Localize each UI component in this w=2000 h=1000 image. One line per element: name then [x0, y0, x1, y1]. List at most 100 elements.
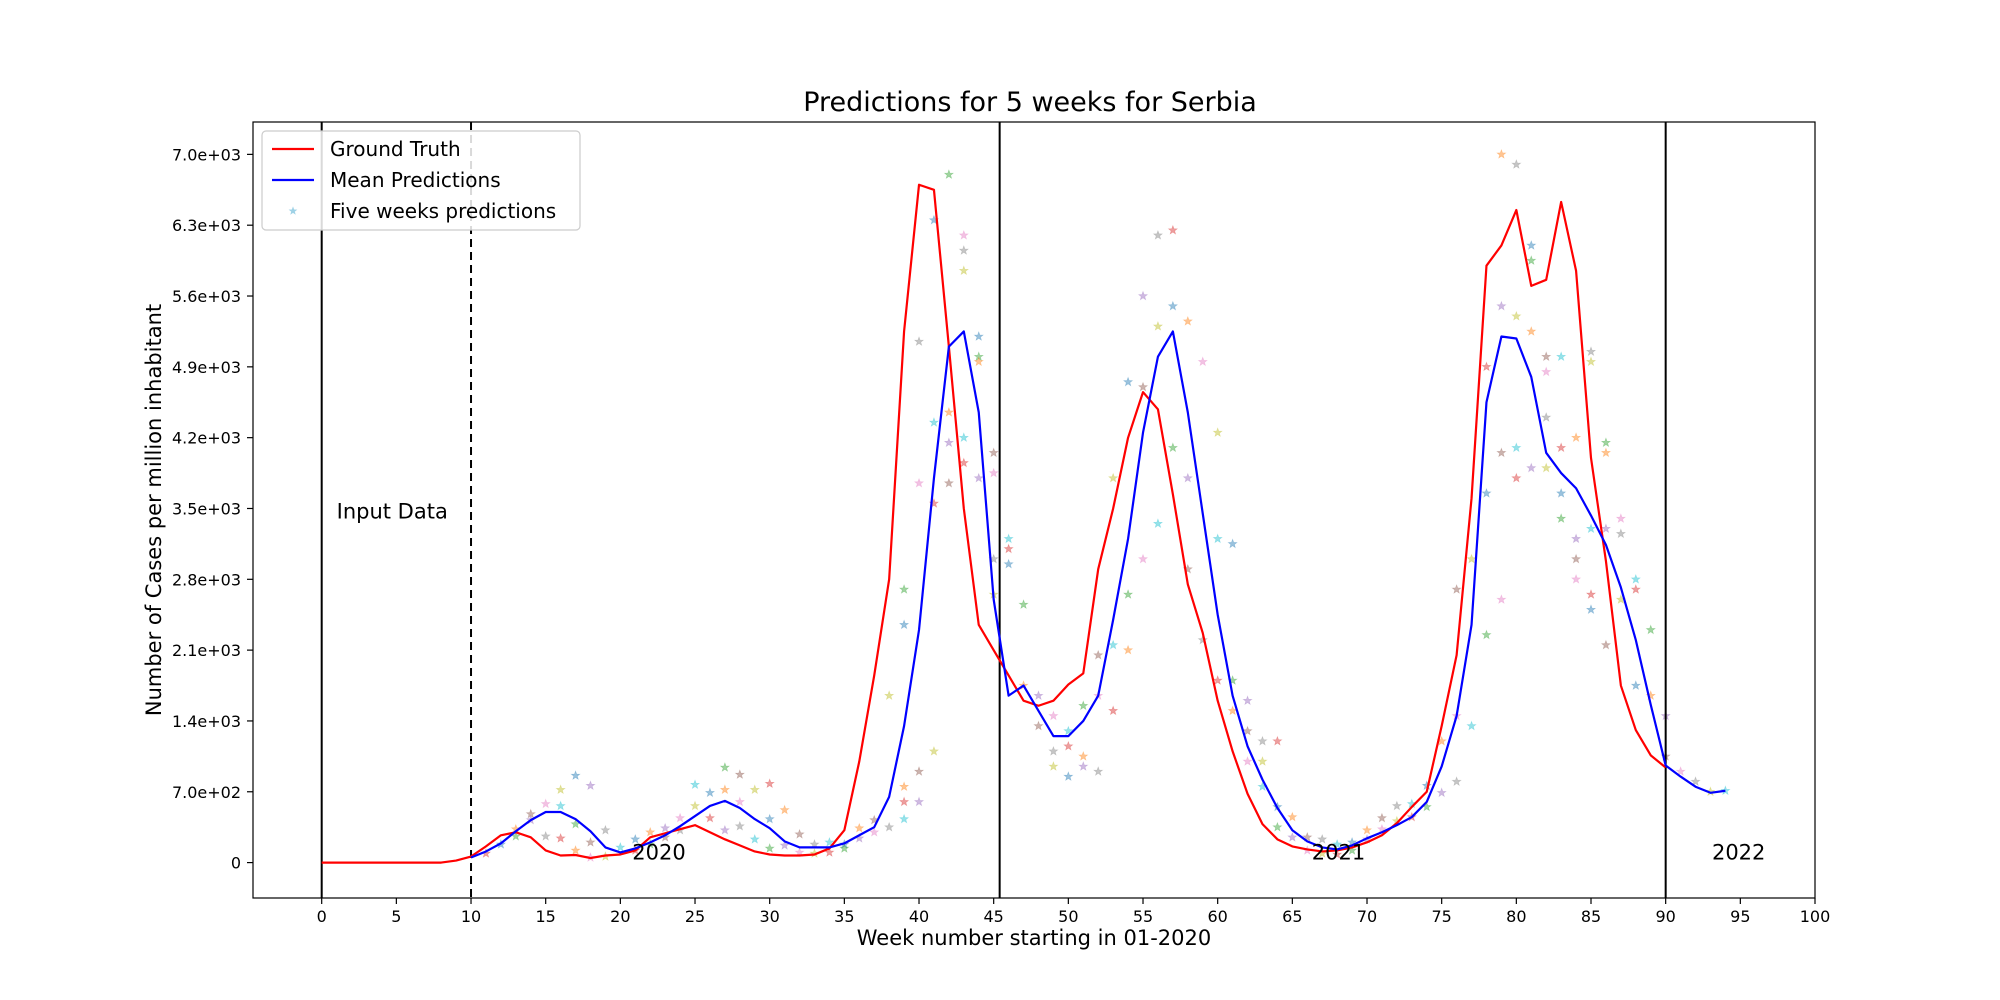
x-tick-label: 55 [1133, 907, 1153, 926]
legend-box [261, 130, 581, 231]
prediction-point [1570, 573, 1582, 584]
x-tick-label: 60 [1207, 907, 1227, 926]
x-tick-label: 40 [909, 907, 929, 926]
prediction-point [913, 336, 925, 346]
prediction-point [1316, 833, 1328, 844]
prediction-point [883, 690, 895, 701]
prediction-point [734, 820, 746, 831]
prediction-point [1570, 553, 1582, 564]
prediction-point [1093, 766, 1104, 776]
prediction-point [1645, 624, 1656, 635]
prediction-point [973, 472, 984, 483]
prediction-point [1048, 745, 1059, 756]
x-tick-label: 90 [1655, 907, 1675, 926]
y-tick-label: 6.3e+03 [172, 216, 241, 235]
prediction-point [1227, 538, 1238, 549]
prediction-point [1167, 300, 1179, 311]
prediction-point [973, 331, 984, 341]
prediction-point [600, 824, 611, 835]
prediction-point [734, 769, 746, 779]
prediction-point [1063, 740, 1074, 751]
prediction-point [719, 762, 731, 772]
prediction-point [749, 784, 760, 795]
prediction-point [1212, 675, 1223, 685]
prediction-point [913, 477, 925, 488]
ground-truth-line [321, 183, 1667, 864]
prediction-point [1511, 159, 1522, 169]
prediction-point [898, 796, 910, 807]
prediction-point [1197, 634, 1208, 645]
prediction-point [1675, 766, 1686, 776]
y-tick-label: 3.5e+03 [172, 499, 241, 518]
prediction-point [1137, 381, 1149, 392]
section-lines [320, 122, 1667, 898]
y-tick-label: 0 [231, 854, 241, 873]
prediction-point [1570, 432, 1582, 443]
prediction-point [1555, 442, 1567, 453]
prediction-point [1526, 255, 1537, 266]
prediction-point [719, 824, 731, 835]
prediction-point [1272, 735, 1283, 746]
prediction-point [1152, 229, 1164, 240]
prediction-point [1585, 356, 1597, 367]
prediction-point [1481, 361, 1492, 372]
prediction-point [1078, 760, 1089, 771]
prediction-point [1003, 533, 1014, 544]
prediction-point [1585, 604, 1597, 615]
prediction-point [749, 833, 760, 844]
prediction-point [1466, 720, 1477, 731]
prediction-markers [480, 148, 1731, 862]
x-tick-label: 10 [461, 907, 481, 926]
legend-label: Five weeks predictions [330, 199, 556, 223]
prediction-point [898, 781, 910, 792]
prediction-point [1585, 346, 1597, 357]
prediction-point [898, 619, 910, 630]
prediction-point [928, 417, 940, 427]
prediction-point [540, 798, 551, 809]
prediction-point [1242, 695, 1253, 706]
prediction-point [1361, 824, 1373, 835]
prediction-point [943, 406, 955, 417]
y-tick-label: 1.4e+03 [172, 712, 241, 731]
x-tick-label: 15 [536, 907, 556, 926]
prediction-point [1526, 325, 1537, 336]
plot-area: Input Data 2020 2021 2022 [252, 121, 1816, 899]
prediction-point [764, 813, 775, 824]
annotation-text: 2020 [632, 841, 685, 865]
x-tick-label: 75 [1431, 907, 1451, 926]
prediction-point [1257, 735, 1268, 746]
prediction-point [1003, 558, 1014, 569]
prediction-point [1257, 755, 1268, 766]
prediction-point [988, 447, 999, 458]
prediction-point [585, 836, 596, 847]
prediction-point [973, 351, 984, 362]
mean-predictions-line [470, 330, 1726, 859]
prediction-point [659, 822, 671, 833]
prediction-point [794, 846, 805, 857]
prediction-point [1466, 553, 1477, 564]
prediction-point [555, 800, 566, 811]
prediction-point [898, 813, 910, 824]
prediction-point [1018, 599, 1029, 610]
prediction-point [1720, 785, 1731, 796]
prediction-point [1033, 720, 1044, 731]
prediction-point [1540, 351, 1552, 362]
prediction-point [1615, 528, 1627, 539]
annotation-text: Input Data [337, 500, 448, 524]
annotation-text: 2021 [1312, 841, 1365, 865]
prediction-point [1107, 639, 1119, 650]
x-tick-label: 5 [391, 907, 401, 926]
prediction-point [1167, 224, 1179, 235]
prediction-point [898, 583, 910, 594]
prediction-point [854, 822, 865, 833]
prediction-point [1391, 800, 1403, 811]
prediction-point [1167, 442, 1179, 453]
x-tick-label: 35 [834, 907, 854, 926]
legend-label: Mean Predictions [330, 168, 501, 192]
prediction-point [1137, 553, 1149, 564]
prediction-point [1436, 787, 1447, 798]
prediction-point [943, 477, 955, 488]
prediction-point [734, 796, 746, 807]
prediction-point [1048, 710, 1059, 721]
